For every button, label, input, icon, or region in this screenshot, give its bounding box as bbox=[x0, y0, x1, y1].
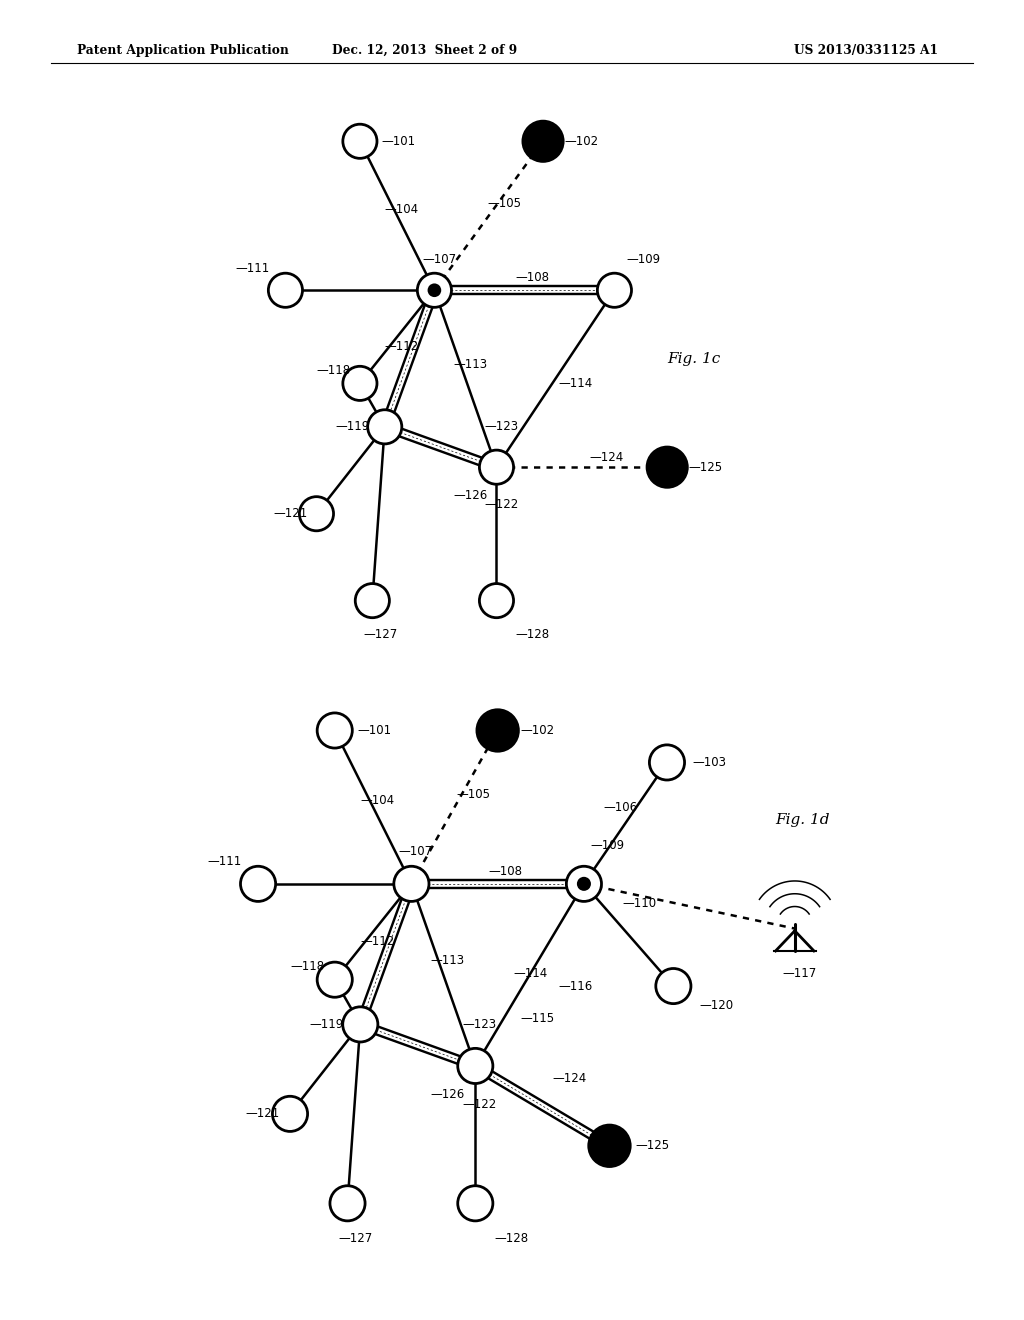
Text: —120: —120 bbox=[699, 999, 733, 1011]
Text: —104: —104 bbox=[385, 203, 419, 216]
Circle shape bbox=[589, 1125, 631, 1167]
Text: —109: —109 bbox=[627, 252, 660, 265]
Text: US 2013/0331125 A1: US 2013/0331125 A1 bbox=[794, 44, 938, 57]
Text: —105: —105 bbox=[487, 197, 521, 210]
Circle shape bbox=[330, 1185, 366, 1221]
Text: —118: —118 bbox=[316, 364, 350, 378]
Text: —114: —114 bbox=[514, 966, 548, 979]
Text: —101: —101 bbox=[357, 723, 391, 737]
Circle shape bbox=[272, 1097, 307, 1131]
Text: Dec. 12, 2013  Sheet 2 of 9: Dec. 12, 2013 Sheet 2 of 9 bbox=[333, 44, 517, 57]
Text: —115: —115 bbox=[520, 1011, 554, 1024]
Text: —121: —121 bbox=[273, 507, 307, 520]
Text: —114: —114 bbox=[558, 378, 593, 389]
Text: —104: —104 bbox=[360, 795, 394, 808]
Circle shape bbox=[458, 1185, 493, 1221]
Circle shape bbox=[428, 284, 441, 297]
Text: —124: —124 bbox=[552, 1072, 586, 1085]
Text: —113: —113 bbox=[430, 954, 465, 968]
Circle shape bbox=[317, 962, 352, 997]
Circle shape bbox=[317, 713, 352, 748]
Text: —125: —125 bbox=[689, 461, 723, 474]
Circle shape bbox=[343, 1007, 378, 1041]
Circle shape bbox=[394, 866, 429, 902]
Text: —122: —122 bbox=[463, 1098, 497, 1110]
Text: —122: —122 bbox=[484, 498, 518, 511]
Circle shape bbox=[355, 583, 389, 618]
Circle shape bbox=[655, 969, 691, 1003]
Text: —103: —103 bbox=[692, 756, 727, 770]
Text: —112: —112 bbox=[360, 935, 394, 948]
Text: —116: —116 bbox=[558, 979, 593, 993]
Text: —126: —126 bbox=[430, 1088, 465, 1101]
Circle shape bbox=[479, 450, 514, 484]
Text: —121: —121 bbox=[246, 1107, 280, 1121]
Circle shape bbox=[522, 121, 563, 162]
Text: —123: —123 bbox=[463, 1018, 497, 1031]
Circle shape bbox=[649, 744, 685, 780]
Text: —118: —118 bbox=[290, 961, 325, 973]
Text: —128: —128 bbox=[515, 628, 549, 642]
Text: —113: —113 bbox=[453, 358, 487, 371]
Circle shape bbox=[343, 124, 377, 158]
Circle shape bbox=[418, 273, 452, 308]
Circle shape bbox=[268, 273, 302, 308]
Text: Patent Application Publication: Patent Application Publication bbox=[77, 44, 289, 57]
Text: —101: —101 bbox=[382, 135, 416, 148]
Text: —108: —108 bbox=[488, 865, 522, 878]
Text: —127: —127 bbox=[364, 628, 397, 642]
Text: —108: —108 bbox=[515, 272, 549, 284]
Circle shape bbox=[241, 866, 275, 902]
Text: —107: —107 bbox=[398, 845, 433, 858]
Text: —112: —112 bbox=[385, 339, 419, 352]
Text: —106: —106 bbox=[603, 801, 637, 813]
Text: —107: —107 bbox=[422, 252, 456, 265]
Text: Fig. 1d: Fig. 1d bbox=[775, 813, 830, 826]
Text: —102: —102 bbox=[565, 135, 599, 148]
Text: —124: —124 bbox=[590, 451, 624, 465]
Text: —125: —125 bbox=[635, 1139, 669, 1152]
Text: —126: —126 bbox=[453, 488, 487, 502]
Text: —102: —102 bbox=[520, 723, 554, 737]
Text: —111: —111 bbox=[207, 855, 242, 869]
Text: —128: —128 bbox=[495, 1232, 528, 1245]
Circle shape bbox=[577, 876, 591, 891]
Text: —123: —123 bbox=[484, 420, 518, 433]
Text: —119: —119 bbox=[335, 420, 370, 433]
Text: —119: —119 bbox=[309, 1018, 343, 1031]
Circle shape bbox=[476, 709, 519, 751]
Text: —117: —117 bbox=[782, 966, 816, 979]
Circle shape bbox=[479, 583, 514, 618]
Circle shape bbox=[343, 367, 377, 400]
Circle shape bbox=[597, 273, 632, 308]
Text: —111: —111 bbox=[236, 263, 270, 275]
Circle shape bbox=[368, 409, 401, 444]
Text: —127: —127 bbox=[338, 1232, 372, 1245]
Circle shape bbox=[299, 496, 334, 531]
Circle shape bbox=[566, 866, 601, 902]
Text: Fig. 1c: Fig. 1c bbox=[668, 351, 721, 366]
Text: —110: —110 bbox=[623, 896, 656, 909]
Circle shape bbox=[647, 446, 688, 487]
Text: —109: —109 bbox=[590, 840, 625, 851]
Text: —105: —105 bbox=[456, 788, 490, 801]
Circle shape bbox=[458, 1048, 493, 1084]
